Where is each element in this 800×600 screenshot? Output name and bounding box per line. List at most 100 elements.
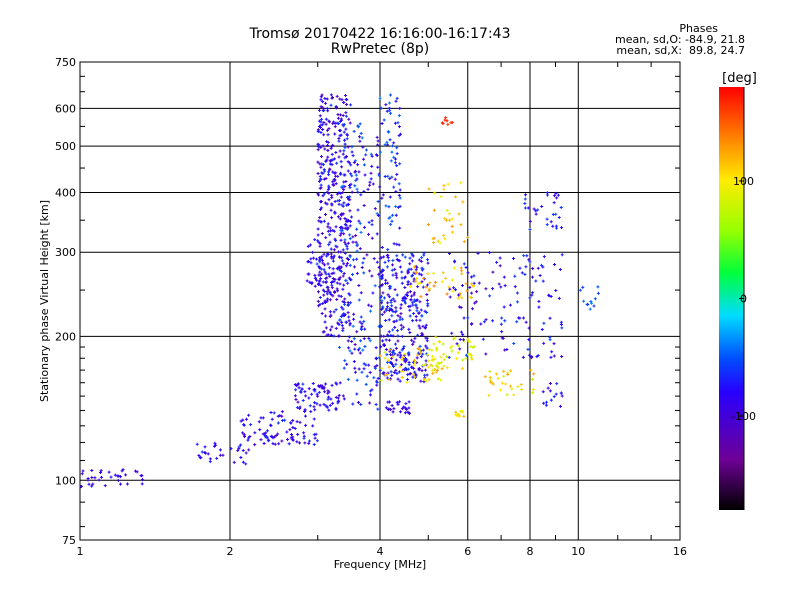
data-point xyxy=(276,432,280,436)
data-point xyxy=(338,149,342,153)
data-point xyxy=(346,304,350,308)
data-point xyxy=(364,153,368,157)
data-point xyxy=(387,365,391,369)
data-point xyxy=(242,433,246,437)
x-axis-label: Frequency [MHz] xyxy=(334,558,426,571)
data-point xyxy=(320,258,324,262)
data-point xyxy=(414,268,418,272)
data-point xyxy=(242,423,246,427)
data-point xyxy=(368,401,372,405)
data-point xyxy=(502,305,506,309)
data-point xyxy=(246,438,250,442)
data-point xyxy=(342,283,346,287)
data-point xyxy=(421,267,425,271)
data-point xyxy=(444,276,448,280)
data-point xyxy=(379,378,383,382)
data-point xyxy=(394,213,398,217)
data-point xyxy=(318,403,322,407)
data-point xyxy=(319,165,323,169)
data-point xyxy=(333,157,337,161)
data-point xyxy=(535,355,539,359)
data-point xyxy=(351,324,355,328)
data-point xyxy=(388,348,392,352)
data-point xyxy=(389,361,393,365)
data-point xyxy=(439,195,443,199)
data-point xyxy=(546,386,550,390)
data-point xyxy=(434,335,438,339)
data-point xyxy=(348,195,352,199)
data-point xyxy=(261,416,265,420)
data-point xyxy=(415,306,419,310)
data-point xyxy=(344,264,348,268)
data-point xyxy=(592,304,596,308)
data-point xyxy=(346,169,350,173)
data-point xyxy=(530,377,534,381)
data-point xyxy=(413,375,417,379)
data-point xyxy=(330,383,334,387)
data-point xyxy=(446,182,450,186)
data-point xyxy=(499,285,503,289)
data-point xyxy=(134,469,138,473)
data-point xyxy=(298,441,302,445)
data-point xyxy=(422,251,426,255)
data-point xyxy=(327,243,331,247)
data-point xyxy=(390,268,394,272)
data-point xyxy=(376,200,380,204)
data-point xyxy=(305,279,309,283)
data-point xyxy=(390,373,394,377)
data-point xyxy=(448,287,452,291)
data-point xyxy=(339,171,343,175)
y-tick-label: 300 xyxy=(55,246,76,259)
data-point xyxy=(336,113,340,117)
data-point xyxy=(291,418,295,422)
data-point xyxy=(523,206,527,210)
data-point xyxy=(91,482,95,486)
data-point xyxy=(443,237,447,241)
data-point xyxy=(408,314,412,318)
data-point xyxy=(430,364,434,368)
data-point xyxy=(445,355,449,359)
data-point xyxy=(502,275,506,279)
data-point xyxy=(93,476,97,480)
data-point xyxy=(341,113,345,117)
data-point xyxy=(328,167,332,171)
data-point xyxy=(526,206,530,210)
data-point xyxy=(353,159,357,163)
data-point xyxy=(515,320,519,324)
data-point xyxy=(322,121,326,125)
data-point xyxy=(329,252,333,256)
data-point xyxy=(335,382,339,386)
data-point xyxy=(393,342,397,346)
data-point xyxy=(340,305,344,309)
data-point xyxy=(331,170,335,174)
data-point xyxy=(341,248,345,252)
data-point xyxy=(328,310,332,314)
data-point xyxy=(86,478,90,482)
data-point xyxy=(426,353,430,357)
data-point xyxy=(414,304,418,308)
data-point xyxy=(508,303,512,307)
data-point xyxy=(392,320,396,324)
data-point xyxy=(454,412,458,416)
data-point xyxy=(503,284,507,288)
data-point xyxy=(517,316,521,320)
data-point xyxy=(109,475,113,479)
data-point xyxy=(459,223,463,227)
data-point xyxy=(337,345,341,349)
data-point xyxy=(448,218,452,222)
data-point xyxy=(363,345,367,349)
data-point xyxy=(392,155,396,159)
data-point xyxy=(426,258,430,262)
data-point xyxy=(398,351,402,355)
data-points xyxy=(79,93,600,489)
data-point xyxy=(117,474,121,478)
data-point xyxy=(377,272,381,276)
data-point xyxy=(311,250,315,254)
data-point xyxy=(352,160,356,164)
data-point xyxy=(316,148,320,152)
data-point xyxy=(397,370,401,374)
data-point xyxy=(407,305,411,309)
data-point xyxy=(378,96,382,100)
data-point xyxy=(379,334,383,338)
data-point xyxy=(419,308,423,312)
